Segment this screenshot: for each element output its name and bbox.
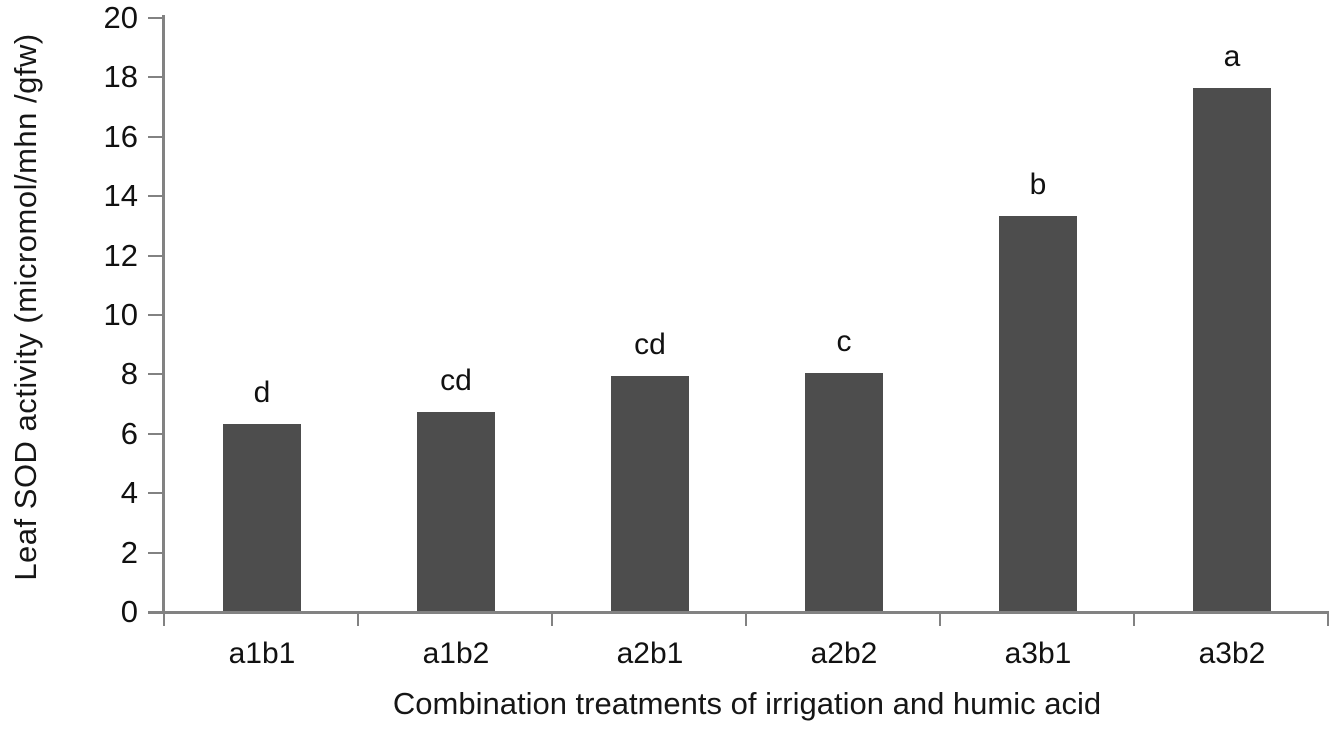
y-axis-tick	[148, 611, 162, 613]
x-category-label: a2b2	[810, 637, 878, 670]
bar	[805, 373, 883, 611]
bar-significance-label: b	[1029, 167, 1047, 201]
x-axis-tick	[163, 614, 165, 626]
y-axis-tick	[148, 76, 162, 79]
y-tick-label: 8	[120, 356, 138, 392]
bar	[417, 412, 495, 611]
x-axis-tick	[357, 614, 359, 626]
y-axis-tick	[148, 432, 162, 435]
y-tick-label: 14	[103, 178, 138, 214]
bar	[999, 215, 1077, 611]
y-tick-label: 4	[120, 475, 138, 511]
y-axis-tick	[148, 492, 162, 495]
x-category-label: a3b1	[1004, 637, 1072, 670]
x-category-label: a1b2	[422, 637, 490, 670]
x-axis-tick	[1327, 614, 1329, 626]
y-axis-line	[162, 15, 165, 611]
x-axis-tick	[745, 614, 747, 626]
y-tick-label: 18	[103, 59, 138, 95]
x-category-label: a3b2	[1198, 637, 1266, 670]
y-axis-tick	[148, 314, 162, 316]
y-tick-label: 6	[120, 415, 138, 451]
bar-significance-label: d	[253, 375, 271, 409]
x-axis-tick	[939, 614, 941, 626]
y-axis-tick	[148, 254, 162, 257]
bar	[1193, 88, 1271, 611]
x-axis-tick	[551, 614, 553, 626]
x-axis-title: Combination treatments of irrigation and…	[392, 686, 1102, 721]
y-tick-label: 12	[103, 237, 138, 273]
y-axis-tick	[148, 17, 162, 19]
y-tick-label: 0	[120, 594, 138, 629]
y-axis-tick	[148, 195, 162, 198]
y-axis-tick	[148, 135, 162, 138]
x-category-label: a1b1	[228, 637, 296, 670]
bar-significance-label: cd	[440, 364, 472, 397]
x-category-label: a2b1	[616, 637, 684, 670]
y-axis-tick	[148, 373, 162, 376]
y-tick-label: 10	[103, 297, 138, 332]
y-tick-label: 20	[103, 0, 138, 35]
x-axis-line	[148, 611, 1329, 614]
bar-significance-label: a	[1223, 40, 1241, 74]
x-axis-tick	[1133, 614, 1135, 626]
y-tick-label: 16	[103, 118, 138, 154]
bar	[223, 423, 301, 611]
bar	[611, 376, 689, 611]
bar-significance-label: c	[836, 325, 852, 359]
y-axis-tick	[148, 551, 162, 554]
y-tick-label: 2	[120, 534, 138, 570]
bar-significance-label: cd	[634, 328, 666, 362]
